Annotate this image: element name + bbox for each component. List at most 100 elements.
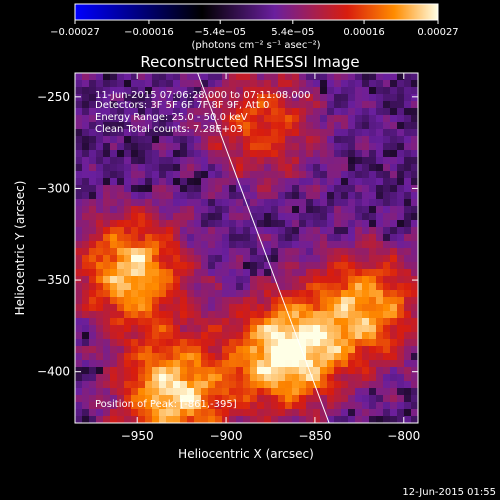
heatmap-cell bbox=[355, 164, 362, 171]
heatmap-cell bbox=[236, 213, 243, 220]
heatmap-cell bbox=[355, 171, 362, 178]
heatmap-cell bbox=[75, 353, 82, 360]
heatmap-cell bbox=[306, 290, 313, 297]
heatmap-cell bbox=[257, 290, 264, 297]
heatmap-cell bbox=[313, 129, 320, 136]
heatmap-cell bbox=[194, 192, 201, 199]
heatmap-cell bbox=[138, 339, 145, 346]
heatmap-cell bbox=[124, 248, 131, 255]
heatmap-cell bbox=[390, 360, 397, 367]
heatmap-cell bbox=[222, 409, 229, 416]
heatmap-cell bbox=[89, 199, 96, 206]
heatmap-cell bbox=[292, 115, 299, 122]
heatmap-cell bbox=[348, 304, 355, 311]
heatmap-cell bbox=[271, 332, 278, 339]
heatmap-cell bbox=[334, 381, 341, 388]
heatmap-cell bbox=[159, 262, 166, 269]
heatmap-cell bbox=[278, 283, 285, 290]
heatmap-cell bbox=[131, 262, 138, 269]
heatmap-cell bbox=[152, 234, 159, 241]
heatmap-cell bbox=[355, 290, 362, 297]
heatmap-cell bbox=[411, 157, 418, 164]
heatmap-cell bbox=[341, 353, 348, 360]
y-tick-label: −250 bbox=[37, 90, 70, 104]
heatmap-cell bbox=[271, 381, 278, 388]
heatmap-cell bbox=[264, 157, 271, 164]
heatmap-cell bbox=[250, 346, 257, 353]
heatmap-cell bbox=[166, 73, 173, 80]
heatmap-cell bbox=[355, 409, 362, 416]
heatmap-cell bbox=[166, 332, 173, 339]
heatmap-cell bbox=[390, 122, 397, 129]
heatmap-cell bbox=[285, 136, 292, 143]
heatmap-cell bbox=[173, 409, 180, 416]
heatmap-cell bbox=[124, 318, 131, 325]
heatmap-cell bbox=[320, 101, 327, 108]
heatmap-cell bbox=[145, 276, 152, 283]
heatmap-cell bbox=[82, 248, 89, 255]
heatmap-cell bbox=[376, 122, 383, 129]
heatmap-cell bbox=[411, 332, 418, 339]
heatmap-cell bbox=[243, 402, 250, 409]
heatmap-cell bbox=[131, 346, 138, 353]
heatmap-cell bbox=[117, 269, 124, 276]
heatmap-cell bbox=[278, 318, 285, 325]
heatmap-cell bbox=[334, 234, 341, 241]
heatmap-cell bbox=[159, 409, 166, 416]
heatmap-cell bbox=[173, 339, 180, 346]
heatmap-cell bbox=[180, 360, 187, 367]
heatmap-cell bbox=[383, 346, 390, 353]
heatmap-cell bbox=[369, 325, 376, 332]
heatmap-cell bbox=[341, 241, 348, 248]
heatmap-cell bbox=[257, 192, 264, 199]
heatmap-cell bbox=[313, 255, 320, 262]
heatmap-cell bbox=[397, 220, 404, 227]
heatmap-cell bbox=[306, 171, 313, 178]
heatmap-cell bbox=[397, 374, 404, 381]
heatmap-cell bbox=[278, 73, 285, 80]
heatmap-cell bbox=[327, 241, 334, 248]
heatmap-cell bbox=[313, 178, 320, 185]
heatmap-cell bbox=[383, 255, 390, 262]
heatmap-cell bbox=[327, 388, 334, 395]
heatmap-cell bbox=[138, 73, 145, 80]
heatmap-cell bbox=[306, 192, 313, 199]
heatmap-cell bbox=[152, 374, 159, 381]
heatmap-cell bbox=[285, 185, 292, 192]
heatmap-cell bbox=[229, 255, 236, 262]
heatmap-cell bbox=[292, 367, 299, 374]
heatmap-cell bbox=[411, 297, 418, 304]
heatmap-cell bbox=[334, 220, 341, 227]
heatmap-cell bbox=[320, 164, 327, 171]
heatmap-cell bbox=[117, 395, 124, 402]
heatmap-cell bbox=[159, 150, 166, 157]
heatmap-cell bbox=[320, 220, 327, 227]
heatmap-cell bbox=[313, 269, 320, 276]
heatmap-cell bbox=[285, 318, 292, 325]
heatmap-cell bbox=[208, 101, 215, 108]
heatmap-cell bbox=[103, 269, 110, 276]
heatmap-cell bbox=[362, 388, 369, 395]
heatmap-cell bbox=[299, 101, 306, 108]
heatmap-cell bbox=[131, 283, 138, 290]
heatmap-cell bbox=[89, 122, 96, 129]
heatmap-cell bbox=[404, 220, 411, 227]
heatmap-cell bbox=[404, 262, 411, 269]
heatmap-cell bbox=[278, 178, 285, 185]
heatmap-cell bbox=[313, 346, 320, 353]
heatmap-cell bbox=[215, 346, 222, 353]
heatmap-cell bbox=[145, 220, 152, 227]
heatmap-cell bbox=[194, 304, 201, 311]
heatmap-cell bbox=[278, 122, 285, 129]
heatmap-cell bbox=[173, 178, 180, 185]
heatmap-cell bbox=[299, 402, 306, 409]
heatmap-cell bbox=[173, 325, 180, 332]
heatmap-cell bbox=[236, 101, 243, 108]
heatmap-cell bbox=[131, 178, 138, 185]
heatmap-cell bbox=[96, 94, 103, 101]
heatmap-cell bbox=[110, 290, 117, 297]
heatmap-cell bbox=[334, 304, 341, 311]
heatmap-cell bbox=[208, 290, 215, 297]
heatmap-cell bbox=[145, 388, 152, 395]
heatmap-cell bbox=[75, 325, 82, 332]
